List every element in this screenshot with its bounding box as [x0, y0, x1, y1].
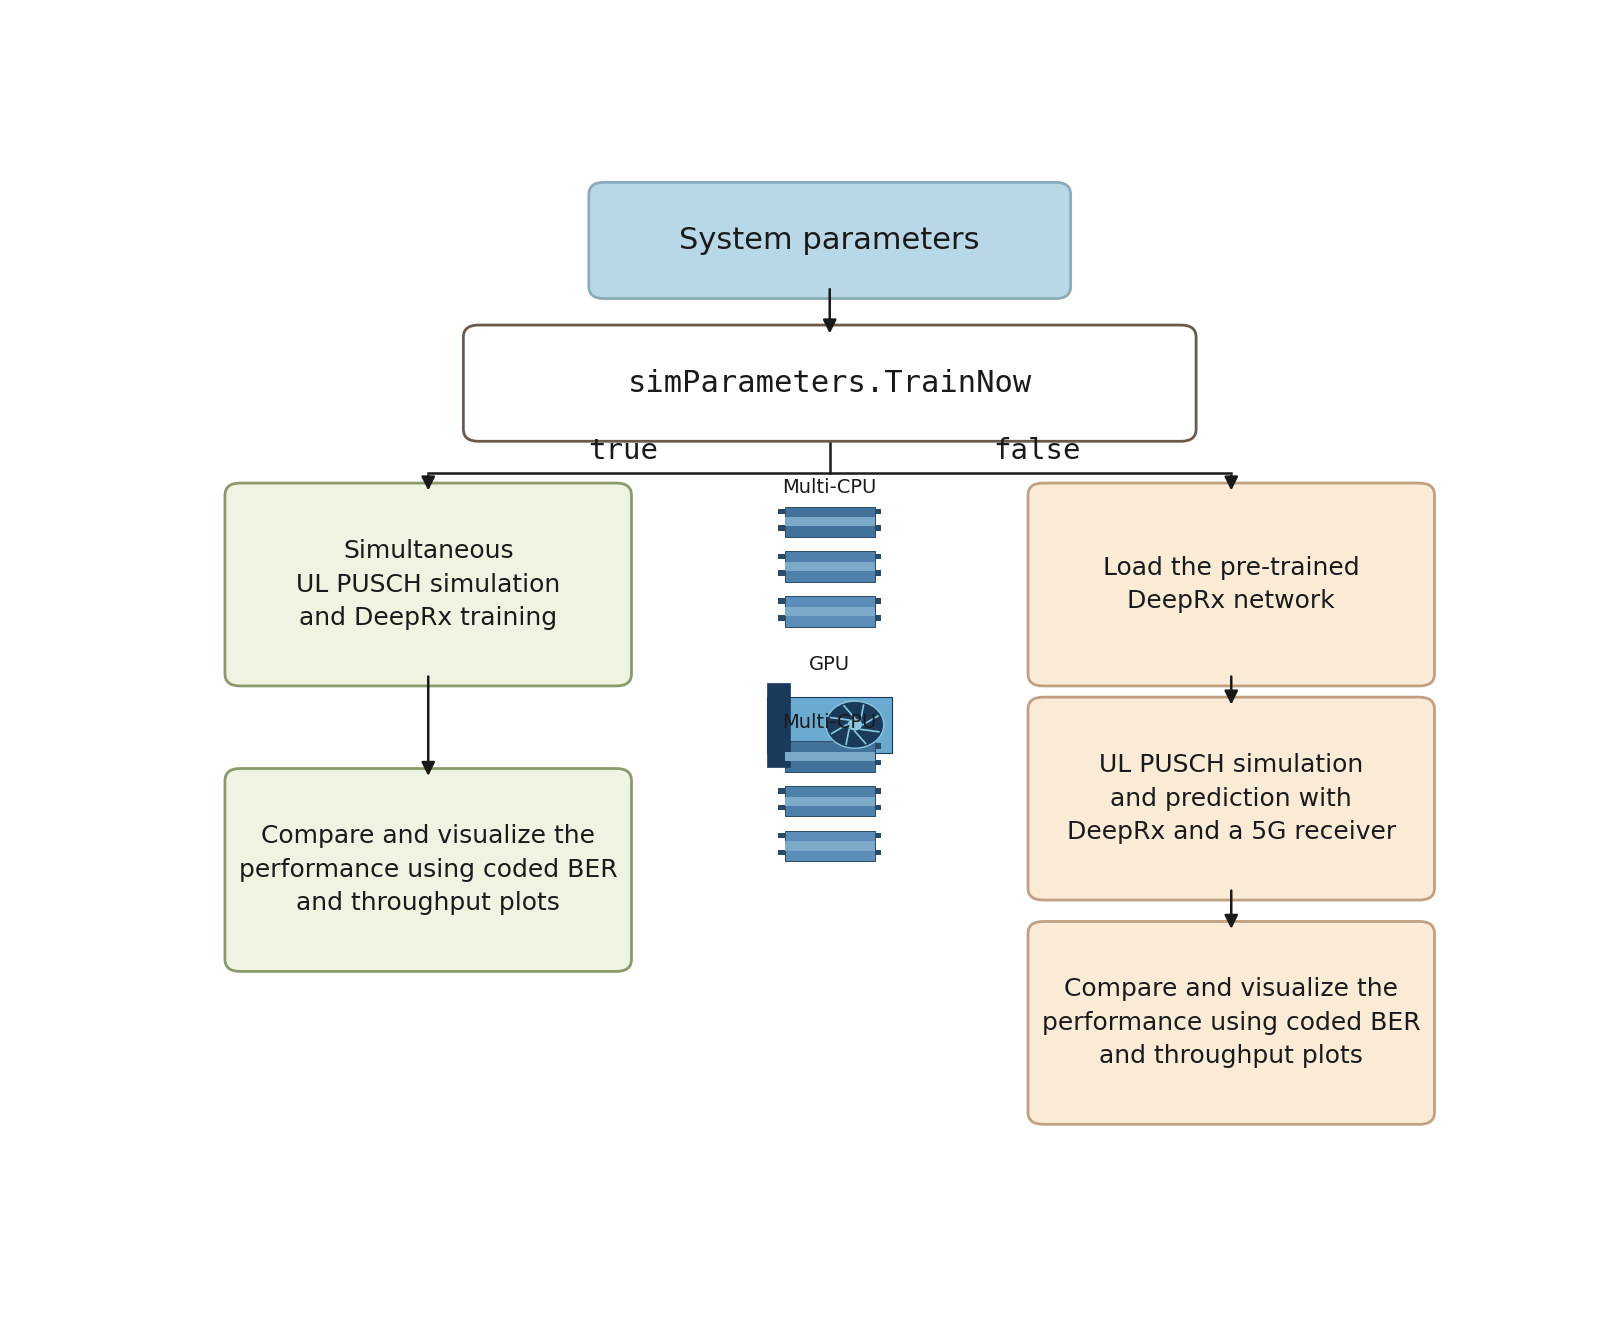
FancyBboxPatch shape: [874, 553, 881, 559]
FancyBboxPatch shape: [785, 830, 874, 862]
FancyBboxPatch shape: [785, 596, 874, 626]
FancyBboxPatch shape: [1028, 698, 1434, 900]
FancyBboxPatch shape: [874, 598, 881, 604]
FancyBboxPatch shape: [874, 743, 881, 748]
FancyBboxPatch shape: [225, 768, 631, 972]
FancyBboxPatch shape: [785, 797, 874, 806]
Text: true: true: [588, 437, 657, 465]
Text: Simultaneous
UL PUSCH simulation
and DeepRx training: Simultaneous UL PUSCH simulation and Dee…: [296, 539, 560, 630]
FancyBboxPatch shape: [874, 526, 881, 531]
Text: System parameters: System parameters: [680, 226, 979, 256]
FancyBboxPatch shape: [874, 571, 881, 576]
FancyBboxPatch shape: [767, 696, 892, 753]
FancyBboxPatch shape: [779, 526, 785, 531]
FancyBboxPatch shape: [779, 598, 785, 604]
FancyBboxPatch shape: [779, 743, 785, 748]
FancyBboxPatch shape: [779, 553, 785, 559]
FancyBboxPatch shape: [785, 507, 874, 538]
FancyBboxPatch shape: [785, 551, 874, 583]
FancyBboxPatch shape: [785, 606, 874, 616]
FancyBboxPatch shape: [779, 760, 785, 765]
FancyBboxPatch shape: [779, 833, 785, 838]
FancyBboxPatch shape: [874, 805, 881, 810]
FancyBboxPatch shape: [874, 508, 881, 514]
FancyBboxPatch shape: [874, 833, 881, 838]
FancyBboxPatch shape: [785, 518, 874, 527]
FancyBboxPatch shape: [779, 850, 785, 855]
FancyBboxPatch shape: [779, 805, 785, 810]
Circle shape: [826, 702, 884, 748]
Text: GPU: GPU: [810, 654, 850, 674]
FancyBboxPatch shape: [767, 683, 790, 767]
FancyBboxPatch shape: [785, 741, 874, 772]
FancyBboxPatch shape: [1028, 922, 1434, 1124]
Text: Compare and visualize the
performance using coded BER
and throughput plots: Compare and visualize the performance us…: [240, 825, 617, 915]
FancyBboxPatch shape: [779, 571, 785, 576]
FancyBboxPatch shape: [463, 326, 1196, 441]
Text: false: false: [992, 437, 1080, 465]
FancyBboxPatch shape: [785, 752, 874, 761]
FancyBboxPatch shape: [785, 563, 874, 571]
Text: Load the pre-trained
DeepRx network: Load the pre-trained DeepRx network: [1103, 556, 1360, 613]
Text: Compare and visualize the
performance using coded BER
and throughput plots: Compare and visualize the performance us…: [1043, 977, 1420, 1068]
FancyBboxPatch shape: [1028, 483, 1434, 686]
FancyBboxPatch shape: [589, 183, 1070, 298]
FancyBboxPatch shape: [874, 760, 881, 765]
Text: UL PUSCH simulation
and prediction with
DeepRx and a 5G receiver: UL PUSCH simulation and prediction with …: [1067, 753, 1396, 845]
FancyBboxPatch shape: [874, 788, 881, 793]
FancyBboxPatch shape: [874, 616, 881, 621]
FancyBboxPatch shape: [779, 508, 785, 514]
Text: Multi-CPU: Multi-CPU: [782, 712, 877, 732]
Text: Multi-CPU: Multi-CPU: [782, 478, 877, 498]
FancyBboxPatch shape: [785, 842, 874, 850]
FancyBboxPatch shape: [779, 788, 785, 793]
Text: simParameters.TrainNow: simParameters.TrainNow: [628, 368, 1031, 397]
FancyBboxPatch shape: [779, 616, 785, 621]
FancyBboxPatch shape: [874, 850, 881, 855]
Circle shape: [848, 719, 861, 731]
FancyBboxPatch shape: [785, 786, 874, 817]
FancyBboxPatch shape: [225, 483, 631, 686]
